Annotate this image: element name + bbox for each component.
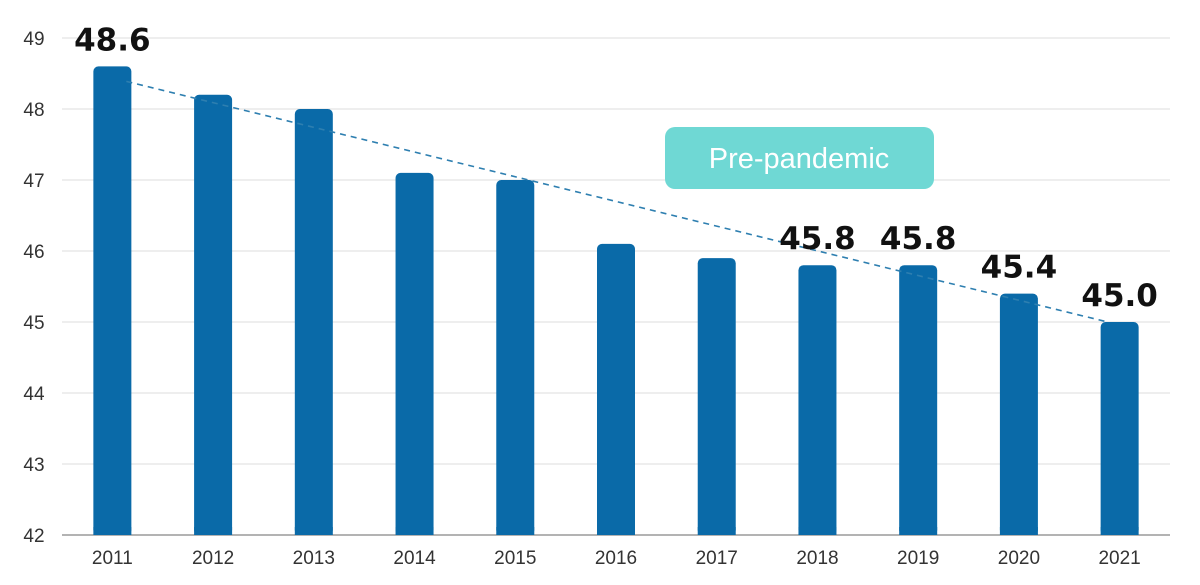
bars	[93, 66, 1139, 536]
x-tick-label: 2018	[796, 548, 838, 569]
bar	[93, 66, 132, 536]
bar	[395, 172, 434, 535]
data-label: 48.6	[74, 22, 151, 58]
data-label: 45.0	[1081, 278, 1158, 314]
bar-base	[697, 527, 736, 535]
bar-base	[597, 527, 635, 535]
y-tick-label: 45	[23, 313, 44, 334]
y-tick-label: 43	[23, 455, 44, 476]
bar	[1100, 322, 1139, 535]
bar-base	[1100, 527, 1139, 535]
trendline	[126, 80, 1108, 323]
trendline-group	[126, 80, 1108, 323]
y-tick-label: 44	[23, 384, 45, 405]
bar	[899, 265, 938, 535]
y-tick-label: 48	[23, 100, 44, 121]
x-tick-label: 2021	[1098, 548, 1140, 569]
data-labels: 48.6 45.8 45.8 45.4 45.0	[74, 22, 1158, 314]
y-tick-label: 47	[23, 171, 44, 192]
bar-base	[93, 527, 132, 535]
y-tick-label: 49	[23, 29, 44, 50]
bar-base	[899, 527, 938, 535]
bar	[999, 293, 1038, 535]
bar-base	[496, 527, 535, 535]
bar-base	[999, 527, 1038, 535]
y-axis: 42 43 44 45 46 47 48 49	[23, 29, 45, 547]
bar	[697, 258, 736, 535]
x-tick-label: 2014	[393, 548, 436, 569]
pre-pandemic-box	[665, 127, 934, 189]
bar-base	[194, 527, 233, 535]
x-tick-label: 2013	[293, 548, 335, 569]
y-tick-label: 46	[23, 242, 44, 263]
bar	[798, 265, 837, 535]
x-tick-label: 2015	[494, 548, 536, 569]
bar	[597, 243, 635, 535]
x-tick-label: 2019	[897, 548, 939, 569]
x-tick-label: 2017	[696, 548, 738, 569]
pre-pandemic-label: Pre-pandemic	[709, 143, 890, 175]
x-tick-label: 2011	[92, 548, 133, 569]
annotation-group: Pre-pandemic	[665, 127, 934, 189]
x-tick-label: 2016	[595, 548, 637, 569]
bar-base	[395, 527, 434, 535]
data-label: 45.8	[779, 221, 856, 257]
bar	[194, 94, 233, 536]
bar	[294, 109, 333, 535]
bar-base	[798, 527, 837, 535]
x-axis: 2011 2012 2013 2014 2015 2016 2017 2018 2019 2020…	[92, 548, 1141, 569]
bar	[496, 180, 535, 535]
x-tick-label: 2012	[192, 548, 234, 569]
data-label: 45.4	[981, 250, 1058, 286]
bar-base	[294, 527, 333, 535]
x-tick-label: 2020	[998, 548, 1040, 569]
y-tick-label: 42	[23, 526, 44, 547]
data-label: 45.8	[880, 221, 957, 257]
